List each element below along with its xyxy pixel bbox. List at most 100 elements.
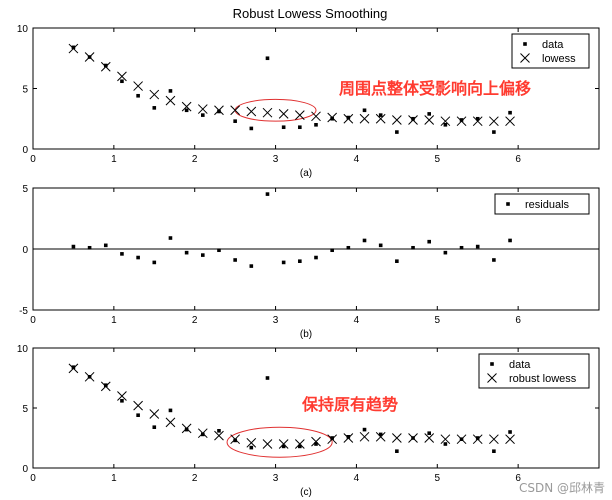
data-point: [298, 444, 302, 449]
fit-point: [68, 363, 79, 374]
x-tick-label: 2: [192, 315, 198, 326]
x-tick-label: 2: [192, 473, 198, 484]
fit-point: [117, 391, 127, 401]
data-point: [249, 264, 254, 268]
data-point: [217, 109, 221, 114]
data-point: [378, 113, 383, 117]
data-point: [298, 259, 302, 263]
legend: data lowess: [511, 33, 590, 69]
data-point: [330, 116, 334, 121]
legend-marker: [506, 202, 510, 206]
fit-point: [424, 433, 435, 443]
watermark: CSDN @邱林青: [519, 481, 605, 495]
data-point: [201, 253, 205, 257]
data-point: [330, 248, 334, 253]
fit-point: [343, 433, 354, 443]
x-tick-label: 5: [435, 473, 441, 484]
data-point: [249, 445, 254, 450]
data-point: [233, 438, 237, 443]
x-tick-label: 4: [354, 154, 360, 165]
fit-point: [472, 434, 483, 445]
fit-point: [505, 116, 515, 127]
fit-point: [133, 400, 143, 411]
data-point: [411, 116, 415, 121]
fit-point: [84, 371, 95, 382]
fit-point: [327, 112, 338, 123]
data-point: [362, 238, 367, 243]
x-tick-label: 0: [30, 154, 36, 165]
data-point: [443, 442, 448, 446]
data-point: [233, 119, 237, 123]
annotation-text: 保持原有趋势: [301, 395, 398, 414]
data-point: [475, 244, 480, 249]
fit-point: [181, 101, 192, 112]
fit-point: [84, 52, 95, 62]
x-tick-label: 4: [354, 473, 360, 484]
fit-point: [68, 43, 79, 54]
data-point: [152, 260, 157, 265]
legend-marker: [523, 42, 527, 46]
legend-box: [494, 193, 590, 215]
axes-box: [32, 27, 600, 150]
legend-label: data: [542, 39, 564, 51]
data-point: [475, 436, 480, 440]
fit-point: [197, 428, 208, 439]
data-point: [168, 89, 173, 93]
fit-point: [343, 113, 354, 124]
panel-caption: (c): [300, 487, 312, 498]
y-tick-label: 0: [22, 245, 28, 256]
fit-point: [489, 434, 499, 445]
x-tick-label: 0: [30, 315, 36, 326]
data-point: [265, 376, 270, 380]
data-point: [346, 245, 351, 250]
data-point: [184, 427, 189, 432]
data-point: [103, 243, 108, 248]
data-point: [265, 192, 270, 196]
x-tick-label: 1: [111, 473, 117, 484]
data-point: [184, 108, 189, 113]
fit-point: [230, 434, 240, 445]
x-tick-label: 1: [111, 154, 117, 165]
data-point: [346, 115, 351, 120]
fit-point: [408, 433, 418, 443]
y-tick-label: 5: [22, 404, 28, 415]
data-point: [87, 245, 92, 250]
x-tick-label: 3: [273, 315, 279, 326]
data-point: [281, 260, 286, 265]
data-point: [427, 112, 431, 116]
series-residuals: [71, 192, 512, 268]
data-point: [443, 250, 448, 255]
data-point: [492, 258, 496, 262]
legend: residuals: [494, 193, 590, 215]
series-robust-lowess: [68, 363, 515, 449]
data-point: [281, 125, 286, 130]
data-point: [184, 250, 189, 255]
data-point: [346, 435, 351, 439]
data-point: [103, 63, 108, 68]
x-tick-label: 2: [192, 154, 198, 165]
data-point: [443, 123, 448, 127]
data-point: [492, 449, 496, 453]
data-point: [265, 56, 270, 61]
data-point: [120, 399, 124, 403]
data-point: [120, 79, 124, 84]
fit-point: [165, 417, 176, 428]
data-point: [362, 108, 367, 113]
panel-3: 0 1 2 3 4 5 6 0 5 10 data robust lowess (c): [17, 344, 600, 498]
legend-label: residuals: [525, 199, 570, 211]
fit-point: [359, 431, 370, 442]
x-tick-label: 5: [435, 315, 441, 326]
fit-point: [294, 110, 305, 120]
data-point: [136, 255, 140, 260]
fit-point: [117, 71, 127, 82]
data-point: [281, 444, 286, 449]
fit-point: [472, 116, 483, 127]
x-tick-label: 5: [435, 154, 441, 165]
data-point: [459, 118, 464, 122]
data-point: [168, 408, 173, 413]
data-point: [201, 432, 205, 437]
legend-label: data: [509, 359, 531, 371]
fit-point: [359, 113, 370, 124]
highlight-ellipse: [226, 426, 333, 458]
